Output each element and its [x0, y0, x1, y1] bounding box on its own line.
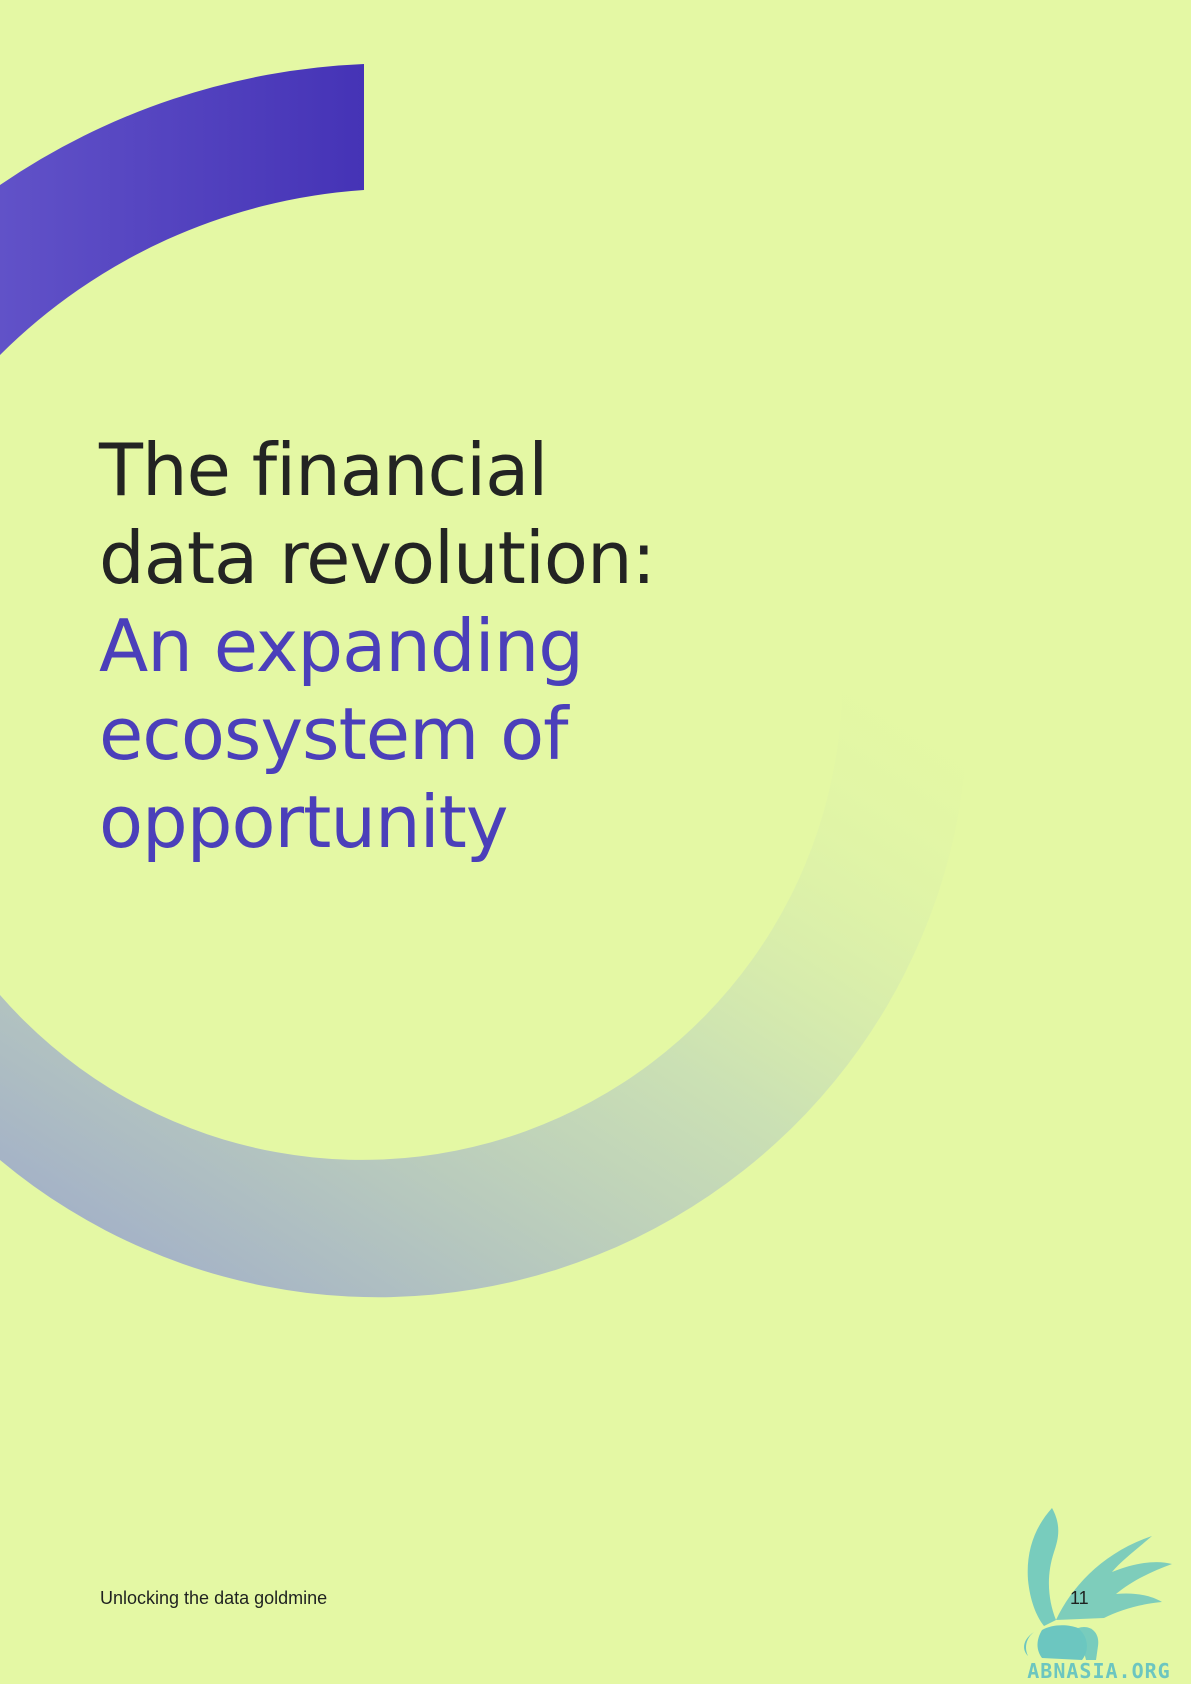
- title-line-1: The financial: [99, 428, 548, 512]
- title-line-2: data revolution:: [99, 516, 656, 600]
- watermark-logo: ABNASIA.ORG: [1024, 1508, 1172, 1680]
- subtitle-line-1: An expanding: [99, 604, 584, 688]
- watermark-text: ABNASIA.ORG: [1027, 1659, 1170, 1680]
- page-number: 11: [1070, 1588, 1089, 1608]
- winged-lion-icon: [1024, 1508, 1172, 1660]
- page-title: The financial data revolution: An expand…: [99, 426, 859, 866]
- footer-document-title: Unlocking the data goldmine: [100, 1588, 328, 1608]
- bottom-arc: [0, 690, 969, 1298]
- subtitle-line-3: opportunity: [99, 780, 508, 864]
- subtitle-line-2: ecosystem of: [99, 692, 569, 776]
- top-arc: [0, 64, 364, 355]
